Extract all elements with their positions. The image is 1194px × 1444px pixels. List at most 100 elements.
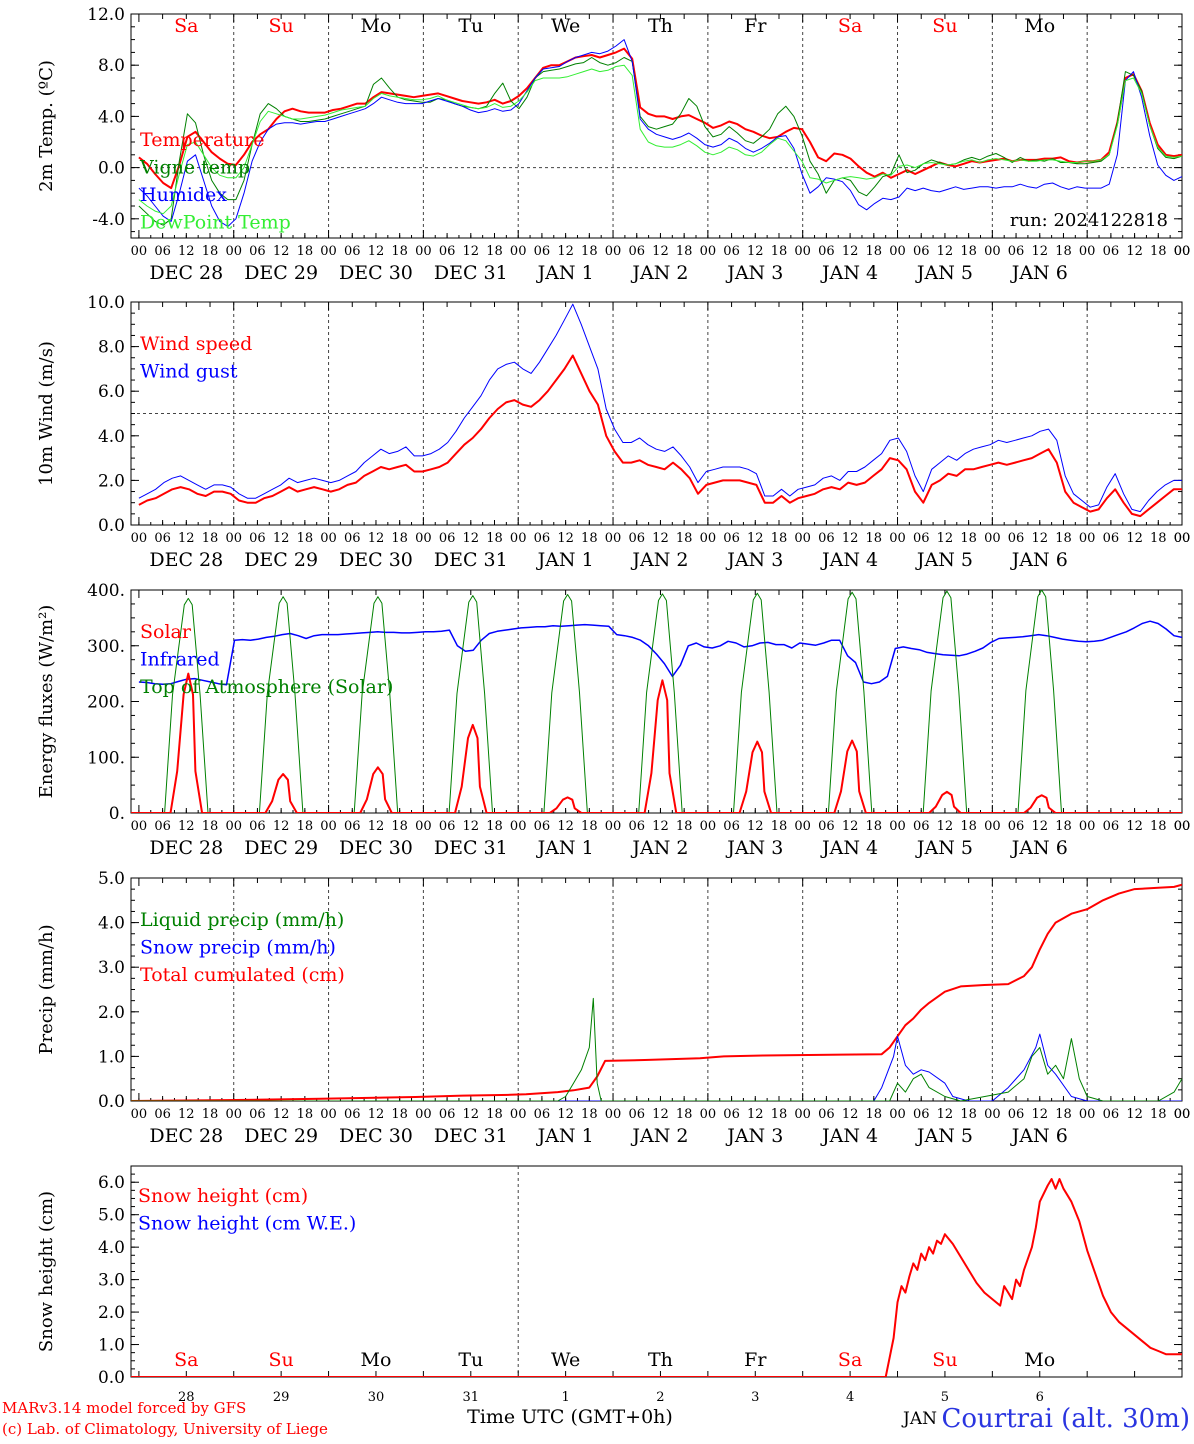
legend-label: Total cumulated (cm) — [140, 964, 345, 986]
x-axis-title: Time UTC (GMT+0h) — [467, 1406, 673, 1428]
y-tick-label: 4.0 — [98, 1238, 125, 1258]
x-hour-label: 06 — [534, 244, 551, 259]
x-date-label: JAN 5 — [915, 837, 973, 859]
x-day-name: Sa — [174, 1349, 198, 1371]
x-hour-label: 00 — [1174, 531, 1191, 546]
x-hour-label: 00 — [225, 531, 242, 546]
x-hour-label: 00 — [225, 819, 242, 834]
x-hour-label: 12 — [557, 244, 574, 259]
x-hour-label: 00 — [1079, 1107, 1096, 1122]
x-date-label: JAN 1 — [536, 837, 594, 859]
x-date-label: JAN 4 — [820, 262, 878, 284]
day-name: Sa — [174, 15, 198, 37]
x-hour-label: 06 — [154, 1107, 171, 1122]
x-hour-label: 18 — [960, 1107, 977, 1122]
y-axis-label: Snow height (cm) — [36, 1191, 57, 1352]
x-hour-label: 18 — [960, 819, 977, 834]
x-date-label: DEC 29 — [244, 262, 318, 284]
x-hour-label: 00 — [984, 819, 1001, 834]
x-hour-label: 00 — [794, 819, 811, 834]
x-hour-label: 06 — [249, 531, 266, 546]
day-name: Mo — [1024, 15, 1055, 37]
panel-frame — [130, 13, 1183, 239]
x-hour-label: 06 — [1103, 244, 1120, 259]
x-hour-label: 00 — [889, 244, 906, 259]
panel-1: 12.0 8.0 4.0 0.0 -4.0 2m Temp. (ºC) 00 06 12 18 00… — [36, 5, 1190, 284]
x-hour-label: 00 — [131, 819, 148, 834]
x-hour-label: 00 — [131, 531, 148, 546]
y-axis-label: Energy fluxes (W/m²) — [36, 605, 57, 799]
x-hour-label: 18 — [771, 244, 788, 259]
x-hour-label: 00 — [794, 244, 811, 259]
x-hour-label: 12 — [178, 244, 195, 259]
x-hour-label: 00 — [320, 531, 337, 546]
x-hour-label: 12 — [842, 1107, 859, 1122]
x-hour-label: 18 — [676, 1107, 693, 1122]
day-name: Su — [932, 15, 957, 37]
x-hour-label: 06 — [1008, 1107, 1025, 1122]
x-hour-label: 06 — [1103, 1107, 1120, 1122]
meteogram-panels: 12.08.04.00.0-4.02m Temp. (ºC)00 06 12 18 00… — [36, 5, 1190, 1405]
x-hour-label: 06 — [154, 819, 171, 834]
x-date-label: JAN 1 — [536, 262, 594, 284]
x-hour-label: 06 — [628, 819, 645, 834]
x-hour-label: 12 — [1126, 244, 1143, 259]
x-hour-label: 00 — [131, 244, 148, 259]
y-tick-label: 4.0 — [98, 107, 125, 127]
x-hour-label: 18 — [1150, 531, 1167, 546]
x-hour-label: 12 — [557, 531, 574, 546]
panel-3: 400. 300. 200. 100. 0. Energy fluxes (W/m²) 00… — [36, 581, 1190, 859]
x-hour-label: 18 — [297, 531, 314, 546]
legend-label: Top of Atmosphere (Solar) — [140, 676, 393, 698]
x-hour-label: 00 — [510, 531, 527, 546]
x-hour-label: 00 — [794, 1107, 811, 1122]
series-line-liquid-precip-mm-h- — [131, 997, 1182, 1101]
x-hour-label: 18 — [866, 819, 883, 834]
x-day-name: Su — [932, 1349, 957, 1371]
x-hour-label: 12 — [842, 819, 859, 834]
x-hour-label: 00 — [225, 244, 242, 259]
x-hour-label: 06 — [818, 1107, 835, 1122]
y-tick-label: 6.0 — [98, 1173, 125, 1193]
series-line-total-cumulated-cm- — [131, 883, 1182, 1101]
x-hour-label: 00 — [889, 819, 906, 834]
x-day-name: Fr — [744, 1349, 767, 1371]
x-hour-label: 06 — [913, 244, 930, 259]
x-hour-label: 18 — [676, 819, 693, 834]
x-hour-label: 12 — [273, 531, 290, 546]
x-day-name: Mo — [361, 1349, 392, 1371]
x-hour-label: 12 — [368, 819, 385, 834]
x-hour-label: 12 — [842, 531, 859, 546]
x-hour-label: 12 — [652, 531, 669, 546]
x-hour-label: 12 — [937, 1107, 954, 1122]
x-date-label: JAN 2 — [630, 549, 688, 571]
day-name: Sa — [838, 15, 862, 37]
x-hour-label: 06 — [249, 819, 266, 834]
x-date-label: DEC 29 — [244, 549, 318, 571]
y-tick-label: 6.0 — [98, 382, 125, 402]
x-date-label: JAN 2 — [630, 1125, 688, 1147]
x-day-name: Th — [648, 1349, 673, 1371]
x-hour-label: 12 — [368, 531, 385, 546]
x-hour-label: 06 — [1008, 819, 1025, 834]
x-hour-label: 18 — [391, 531, 408, 546]
x-hour-label: 00 — [605, 244, 622, 259]
lab-credit: (c) Lab. of Climatology, University of L… — [2, 1420, 328, 1438]
x-hour-label: 00 — [131, 1107, 148, 1122]
x-date-label: JAN 6 — [1010, 262, 1068, 284]
x-hour-label: 18 — [202, 531, 219, 546]
run-label: run: 2024122818 — [1010, 210, 1168, 231]
x-day-name: We — [551, 1349, 580, 1371]
x-date-label: JAN 2 — [630, 262, 688, 284]
y-tick-label: 3.0 — [98, 958, 125, 978]
legend-label: Infrared — [140, 649, 220, 671]
x-hour-label: 12 — [368, 244, 385, 259]
y-tick-label: 4.0 — [98, 914, 125, 934]
x-hour-label: 18 — [866, 244, 883, 259]
legend-label: Snow height (cm) — [138, 1185, 308, 1207]
x-hour-label: 18 — [581, 819, 598, 834]
x-hour-label: 18 — [676, 244, 693, 259]
x-hour-label: 00 — [984, 1107, 1001, 1122]
x-hour-label: 00 — [605, 819, 622, 834]
day-name: Mo — [361, 15, 392, 37]
